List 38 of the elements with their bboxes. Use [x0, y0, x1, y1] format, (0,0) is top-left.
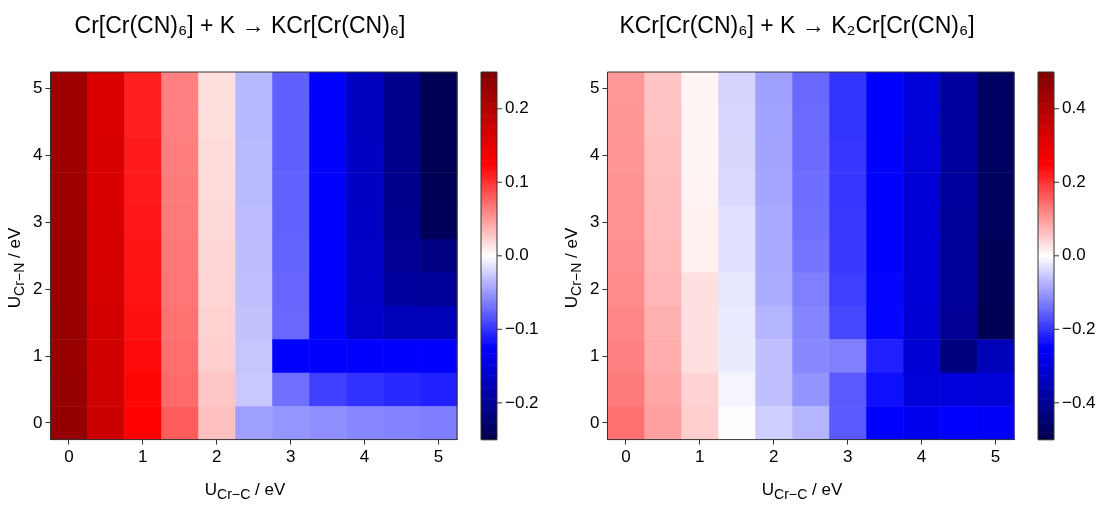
y-tick-label: 2	[589, 278, 600, 298]
color-bar-label: 0.2	[1062, 171, 1086, 191]
x-tick-label: 0	[64, 447, 74, 467]
x-axis-title: U$_{Cr−C}$ / eV	[203, 480, 287, 503]
chart-title: KCr[Cr(CN)₆] + K → K₂Cr[Cr(CN)₆]	[618, 12, 976, 39]
color-bar-label: 0.0	[1062, 245, 1086, 265]
x-tick-label: 1	[695, 447, 705, 467]
y-tick-label: 4	[589, 145, 600, 165]
x-tick-label: 4	[359, 447, 370, 467]
y-tick-label: 5	[589, 78, 600, 98]
color-bar-label: −0.1	[505, 319, 539, 339]
x-tick-label: 3	[842, 447, 853, 467]
y-tick-label: 3	[589, 212, 600, 232]
x-tick-label: 0	[621, 447, 631, 467]
x-tick-label: 3	[285, 447, 296, 467]
y-tick-label: 1	[32, 345, 43, 365]
x-axis-title: U$_{Cr−C}$ / eV	[760, 480, 844, 503]
y-tick-label: 5	[32, 78, 43, 98]
y-tick-label: 3	[32, 212, 43, 232]
color-bar-label: 0.2	[505, 98, 529, 118]
color-bar-label: −0.2	[505, 392, 539, 412]
y-tick-label: 1	[589, 345, 600, 365]
x-tick-label: 4	[916, 447, 927, 467]
y-tick-label: 0	[32, 412, 43, 432]
x-tick-label: 2	[212, 447, 222, 467]
y-tick-label: 0	[589, 412, 600, 432]
x-tick-label: 2	[769, 447, 779, 467]
y-tick-label: 4	[32, 145, 43, 165]
color-bar-label: 0.1	[505, 171, 529, 191]
x-tick-label: 1	[138, 447, 148, 467]
y-tick-label: 2	[32, 278, 43, 298]
color-bar-label: −0.2	[1062, 319, 1096, 339]
color-bar-label: 0.0	[505, 245, 529, 265]
color-bar-label: 0.4	[1062, 98, 1086, 118]
x-tick-label: 5	[990, 447, 1001, 467]
chart-title: Cr[Cr(CN)₆] + K → KCr[Cr(CN)₆]	[73, 12, 407, 39]
color-bar-label: −0.4	[1062, 392, 1096, 412]
x-tick-label: 5	[433, 447, 444, 467]
